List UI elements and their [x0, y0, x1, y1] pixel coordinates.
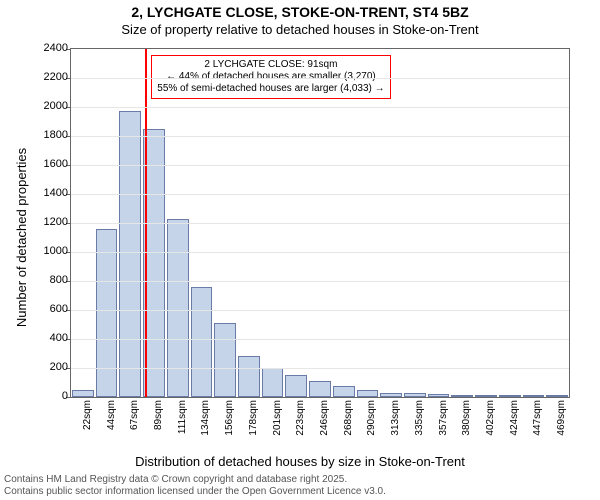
bar	[333, 386, 355, 397]
xtick-label: 134sqm	[200, 400, 211, 460]
xtick-label: 313sqm	[390, 400, 401, 460]
bar	[119, 111, 141, 397]
xtick-label: 178sqm	[248, 400, 259, 460]
chart-title-main: 2, LYCHGATE CLOSE, STOKE-ON-TRENT, ST4 5…	[0, 4, 600, 20]
gridline	[71, 107, 569, 108]
gridline	[71, 136, 569, 137]
gridline	[71, 252, 569, 253]
bar	[523, 395, 545, 397]
gridline	[71, 339, 569, 340]
footer-line-1: Contains HM Land Registry data © Crown c…	[4, 474, 347, 485]
ytick-label: 0	[8, 390, 68, 402]
bar	[309, 381, 331, 397]
xtick-label: 223sqm	[295, 400, 306, 460]
bar	[404, 393, 426, 397]
histogram-chart: 2, LYCHGATE CLOSE, STOKE-ON-TRENT, ST4 5…	[0, 0, 600, 500]
gridline	[71, 223, 569, 224]
ytick-label: 800	[8, 274, 68, 286]
ytick-label: 2400	[8, 42, 68, 54]
bar	[499, 395, 521, 397]
xtick-label: 67sqm	[129, 400, 140, 460]
xtick-label: 22sqm	[82, 400, 93, 460]
bar	[214, 323, 236, 397]
bar	[546, 395, 568, 397]
annotation-line1: 2 LYCHGATE CLOSE: 91sqm	[157, 59, 384, 71]
xtick-label: 246sqm	[319, 400, 330, 460]
xtick-label: 335sqm	[414, 400, 425, 460]
bar	[191, 287, 213, 397]
ytick-label: 1600	[8, 158, 68, 170]
xtick-label: 402sqm	[485, 400, 496, 460]
ytick-label: 200	[8, 361, 68, 373]
ytick-label: 400	[8, 332, 68, 344]
xtick-label: 156sqm	[224, 400, 235, 460]
xtick-label: 447sqm	[532, 400, 543, 460]
ytick-label: 1800	[8, 129, 68, 141]
gridline	[71, 281, 569, 282]
bar	[451, 395, 473, 397]
plot-area: 2 LYCHGATE CLOSE: 91sqm ← 44% of detache…	[70, 48, 570, 398]
gridline	[71, 165, 569, 166]
xtick-label: 380sqm	[461, 400, 472, 460]
gridline	[71, 78, 569, 79]
bar	[285, 375, 307, 397]
xtick-label: 424sqm	[509, 400, 520, 460]
bar	[96, 229, 118, 397]
bar	[380, 393, 402, 397]
annotation-line2: ← 44% of detached houses are smaller (3,…	[157, 71, 384, 83]
xtick-label: 89sqm	[153, 400, 164, 460]
ytick-label: 2000	[8, 100, 68, 112]
xtick-label: 268sqm	[343, 400, 354, 460]
gridline	[71, 368, 569, 369]
xtick-label: 111sqm	[177, 400, 188, 460]
annotation-line3: 55% of semi-detached houses are larger (…	[157, 83, 384, 95]
bar	[357, 390, 379, 397]
footer-line-2: Contains public sector information licen…	[4, 486, 386, 497]
bar	[262, 368, 284, 397]
ytick-label: 2200	[8, 71, 68, 83]
xtick-label: 201sqm	[272, 400, 283, 460]
xtick-label: 469sqm	[556, 400, 567, 460]
bar	[475, 395, 497, 397]
bar	[72, 390, 94, 397]
xtick-label: 357sqm	[438, 400, 449, 460]
ytick-label: 600	[8, 303, 68, 315]
ytick-label: 1400	[8, 187, 68, 199]
gridline	[71, 310, 569, 311]
annotation-box: 2 LYCHGATE CLOSE: 91sqm ← 44% of detache…	[151, 55, 390, 99]
ytick-label: 1200	[8, 216, 68, 228]
ytick-label: 1000	[8, 245, 68, 257]
xtick-label: 290sqm	[366, 400, 377, 460]
gridline	[71, 194, 569, 195]
xtick-label: 44sqm	[106, 400, 117, 460]
bar	[238, 356, 260, 397]
bar	[167, 219, 189, 397]
chart-title-sub: Size of property relative to detached ho…	[0, 22, 600, 37]
bar	[428, 394, 450, 397]
